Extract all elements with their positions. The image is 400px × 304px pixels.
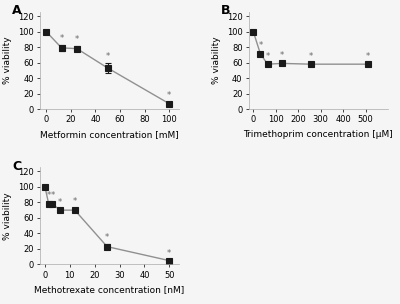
Text: *: * — [50, 191, 54, 200]
Text: B: B — [221, 4, 230, 17]
Text: C: C — [12, 160, 21, 173]
Text: *: * — [266, 52, 270, 61]
Text: A: A — [12, 4, 22, 17]
Text: *: * — [280, 51, 284, 60]
Text: *: * — [309, 52, 313, 61]
Text: *: * — [105, 233, 109, 242]
Text: *: * — [60, 34, 64, 43]
X-axis label: Trimethoprim concentration [µM]: Trimethoprim concentration [µM] — [244, 130, 393, 139]
Text: *: * — [106, 53, 110, 61]
Text: *: * — [58, 198, 62, 207]
Text: *: * — [167, 91, 172, 100]
Text: *: * — [167, 249, 171, 258]
Text: *: * — [46, 191, 51, 200]
Text: *: * — [75, 35, 79, 44]
Y-axis label: % viability: % viability — [4, 37, 12, 85]
Y-axis label: % viability: % viability — [212, 37, 221, 85]
Y-axis label: % viability: % viability — [4, 192, 12, 240]
Text: *: * — [366, 52, 370, 61]
X-axis label: Metformin concentration [mM]: Metformin concentration [mM] — [40, 130, 179, 139]
X-axis label: Methotrexate concentration [nM]: Methotrexate concentration [nM] — [34, 285, 185, 294]
Text: *: * — [73, 197, 77, 206]
Text: *: * — [258, 41, 262, 50]
